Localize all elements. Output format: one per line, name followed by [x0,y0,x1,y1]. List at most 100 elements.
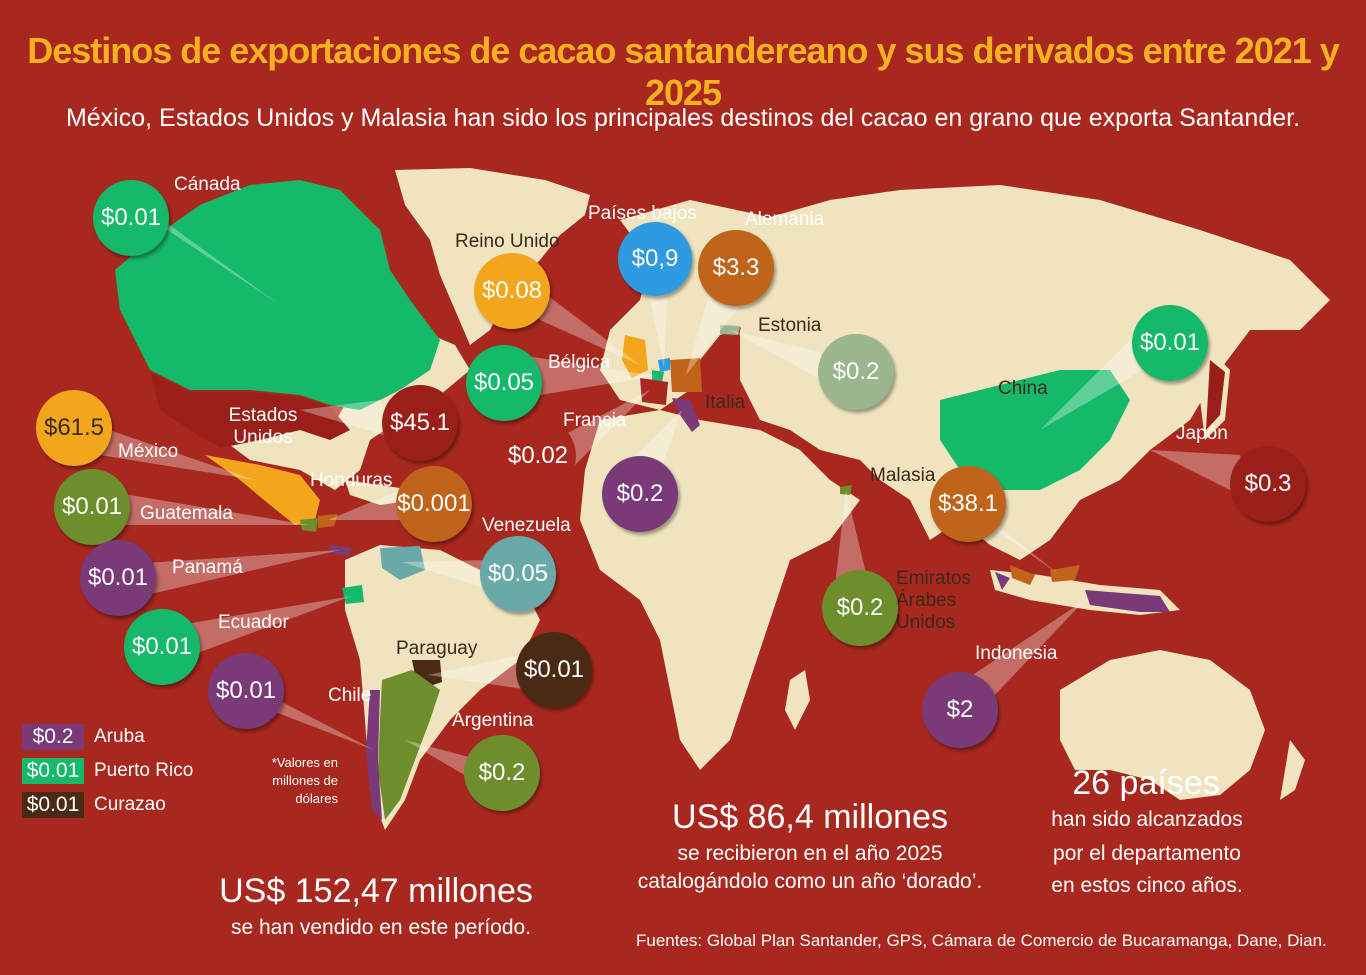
bubble-honduras: $0.001 [396,466,472,542]
bubble-venezuela: $0.05 [480,536,556,612]
label-reino-unido: Reino Unido [455,231,560,252]
bubble-francia: $0.02 [500,418,576,494]
label-ecuador: Ecuador [218,612,289,633]
beam-china [1040,330,1160,430]
label-argentina: Argentina [452,710,534,731]
sources: Fuentes: Global Plan Santander, GPS, Cám… [636,931,1327,950]
label-guatemala: Guatemala [140,503,233,524]
bubble-reino-unido: $0.08 [474,253,550,329]
bubble-argentina: $0.2 [464,735,540,811]
label-estonia: Estonia [758,315,822,336]
bubble-emiratos: $0.2 [822,570,898,646]
region-belgium [652,370,664,382]
land-asia [740,185,1330,560]
label-canada: Cánada [174,174,241,195]
bubble-chile: $0.01 [208,653,284,729]
region-honduras [318,514,338,528]
label-belgica: Bélgica [548,352,611,373]
region-china [940,370,1130,490]
legend-label: Aruba [94,726,145,747]
region-panama [330,545,352,556]
stat-year-text-1: se recibieron en el año 2025 [677,842,943,865]
stat-countries-text-2: por el departamento [1053,842,1241,865]
legend-swatch: $0.2 [22,724,84,750]
land-greenland [395,168,590,345]
beam-ecuador [150,596,352,665]
region-usa [150,372,350,448]
land-new-zealand [1280,740,1305,800]
label-panama: Panamá [172,557,243,578]
stat-countries-text-1: han sido alcanzados [1051,808,1243,831]
bubble-estonia: $0.2 [818,334,894,410]
stat-total-value: US$ 152,47 millones [219,872,533,910]
region-italy [672,398,700,432]
label-alemania: Alemania [745,209,825,230]
label-mexico: México [118,441,179,462]
beam-panama [115,550,340,600]
legend-label: Curazao [94,794,166,815]
values-note: *Valores en millones de dólares [271,755,338,806]
legend-swatch: $0.01 [22,792,84,818]
beam-emiratos [835,490,870,590]
bubble-japon: $0.3 [1230,446,1306,522]
beam-honduras [328,490,410,520]
bubble-mexico: $61.5 [36,390,112,466]
region-germany [670,358,702,392]
beam-japon [1150,450,1250,500]
region-malaysia [1010,565,1080,585]
region-indonesia [995,572,1170,612]
region-uae [840,485,852,495]
legend-puerto-rico: $0.01 Puerto Rico [22,758,193,784]
label-paises-bajos: Países bajos [588,203,697,224]
label-francia: Francia [563,410,627,431]
bubble-panama: $0.01 [80,540,156,616]
beam-belgica [520,355,656,395]
bubble-paraguay: $0.01 [516,632,592,708]
bubble-indonesia: $2 [922,672,998,748]
beam-estados-unidos [300,400,400,440]
land-madagascar [785,670,810,730]
region-netherlands [658,358,670,372]
bubble-ecuador: $0.01 [124,609,200,685]
bubble-canada: $0.01 [93,180,169,256]
region-japan [1206,360,1225,430]
bubble-paises-bajos: $0,9 [618,222,692,296]
stat-year-text-2: catalogándolo como un año ‘dorado’. [637,870,983,893]
label-italia: Italia [705,392,746,413]
region-argentina [378,670,440,820]
beam-indonesia [950,600,1085,700]
region-chile [366,690,382,820]
bubble-alemania: $3.3 [698,230,774,306]
legend-label: Puerto Rico [94,760,194,781]
bubble-malasia: $38.1 [930,466,1006,542]
label-venezuela: Venezuela [482,515,571,536]
bubble-guatemala: $0.01 [54,469,130,545]
label-china: China [998,378,1048,399]
stat-countries-value: 26 países [1072,764,1220,802]
label-indonesia: Indonesia [975,643,1058,664]
region-guatemala [300,518,318,532]
land-australia [1060,650,1265,800]
page-title: Destinos de exportaciones de cacao santa… [27,30,1340,113]
label-malasia: Malasia [870,465,936,486]
region-estonia [720,325,740,335]
legend-swatch: $0.01 [22,758,84,784]
beam-venezuela [402,560,490,590]
stat-countries-text-3: en estos cinco años. [1051,874,1243,897]
region-canada [115,180,440,410]
region-venezuela [380,546,425,580]
region-uk [622,335,648,378]
stat-total-text: se han vendido en este período. [230,916,532,939]
beam-paraguay [428,655,530,690]
label-estados-unidos: Estados Unidos [228,405,298,448]
stat-year-value: US$ 86,4 millones [672,798,948,836]
page-subtitle: México, Estados Unidos y Malasia han sid… [65,104,1301,132]
legend-curazao: $0.01 Curazao [22,792,166,818]
beam-mexico [80,420,255,480]
bubble-china: $0.01 [1132,305,1208,381]
region-ecuador [342,585,364,604]
beam-estonia [730,330,840,390]
bubble-estados-unidos: $45.1 [382,385,458,461]
region-france [640,378,668,405]
